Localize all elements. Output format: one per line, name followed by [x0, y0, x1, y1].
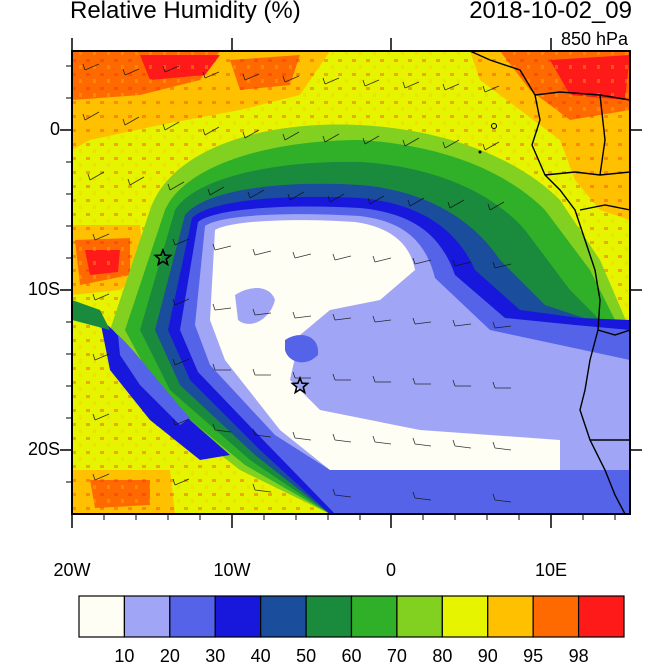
x-tick-label: 0: [385, 560, 396, 580]
colorbar-swatch: [487, 595, 534, 638]
x-tick-label: 10E: [534, 560, 568, 580]
colorbar-label: 20: [159, 646, 180, 666]
axis-ticks: [60, 38, 642, 528]
y-tick-label: 0: [49, 119, 60, 139]
colorbar-swatch: [260, 595, 307, 638]
pressure-level: 850 hPa: [560, 29, 628, 49]
plot-datetime: 2018-10-02_09: [469, 0, 632, 24]
colorbar-swatch: [577, 595, 625, 638]
plot-title: Relative Humidity (%): [70, 0, 301, 24]
star-marker-west: [153, 247, 173, 267]
rh-field: [72, 51, 630, 514]
colorbar-swatch: [532, 595, 580, 638]
colorbar-label: 50: [296, 646, 317, 666]
colorbar-label: 60: [341, 646, 362, 666]
star-marker-south: [290, 375, 310, 395]
x-tick-label: 10W: [213, 560, 251, 580]
colorbar-label: 40: [250, 646, 271, 666]
colorbar-swatch: [214, 595, 262, 638]
colorbar-swatch: [350, 595, 398, 638]
colorbar-swatch: [78, 595, 126, 638]
y-tick-label: 20S: [27, 439, 60, 459]
colorbar-swatch: [123, 595, 171, 638]
minor-ticks: [66, 65, 616, 520]
colorbar-swatch: [441, 595, 489, 638]
coastline: [469, 51, 630, 514]
colorbar-label: 30: [205, 646, 226, 666]
colorbar: [78, 595, 625, 638]
station-markers: [153, 247, 310, 395]
map-frame: [71, 50, 631, 515]
colorbar-label: 90: [477, 646, 498, 666]
colorbar-label: 95: [523, 646, 544, 666]
colorbar-label: 80: [432, 646, 453, 666]
x-tick-label: 20W: [53, 560, 91, 580]
y-tick-label: 10S: [27, 279, 60, 299]
colorbar-swatch: [396, 595, 443, 638]
colorbar-label: 98: [568, 646, 589, 666]
colorbar-swatch: [305, 595, 353, 638]
colorbar-label: 10: [114, 646, 135, 666]
colorbar-label: 70: [386, 646, 407, 666]
colorbar-swatch: [169, 595, 216, 638]
